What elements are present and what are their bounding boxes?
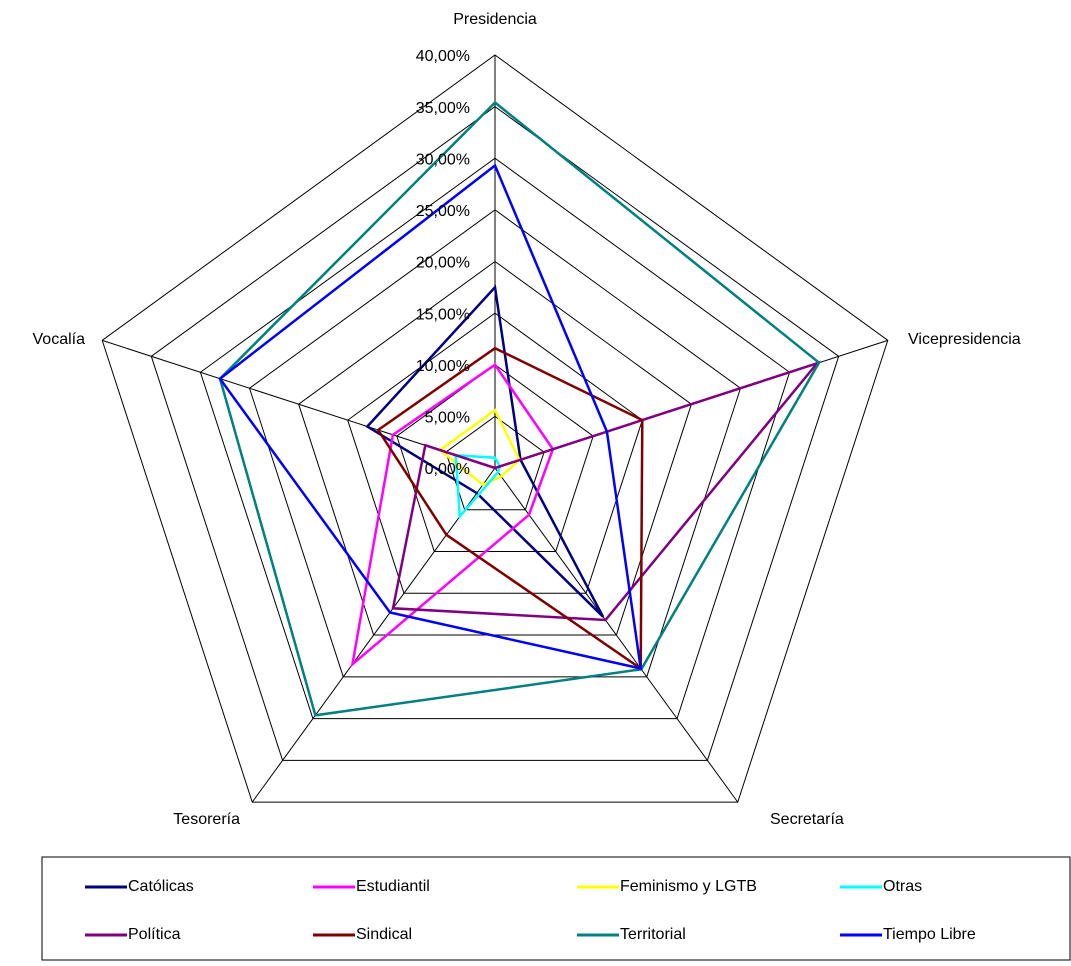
legend-label: Otras	[883, 878, 922, 895]
legend-label: Feminismo y LGTB	[620, 878, 757, 895]
axis-label: Vocalía	[33, 331, 86, 348]
legend-label: Católicas	[128, 878, 194, 895]
grid-ring	[150, 106, 840, 761]
axis-label: Tesorería	[173, 811, 240, 828]
tick-label: 35,00%	[416, 100, 470, 117]
tick-label: 5,00%	[425, 410, 470, 427]
series-line	[218, 163, 643, 671]
grid-ring	[396, 364, 594, 553]
legend-label: Política	[128, 926, 181, 943]
axis-spoke	[251, 467, 496, 803]
grid-ring	[199, 157, 791, 720]
series-line	[391, 360, 821, 622]
axis-label: Vicepresidencia	[908, 331, 1021, 348]
tick-label: 10,00%	[416, 358, 470, 375]
grid-ring	[101, 54, 889, 803]
legend-label: Estudiantil	[356, 878, 430, 895]
series-line	[365, 284, 605, 618]
series-line	[454, 453, 502, 520]
tick-label: 20,00%	[416, 255, 470, 272]
series-line	[350, 363, 555, 668]
tick-label: 40,00%	[416, 48, 470, 65]
grid-ring	[347, 312, 643, 594]
axis-label: Presidencia	[453, 11, 537, 28]
grid-ring	[248, 209, 742, 678]
tick-label: 30,00%	[416, 151, 470, 168]
legend-label: Tiempo Libre	[883, 926, 976, 943]
axis-spoke	[494, 467, 739, 803]
axis-label: Secretaría	[770, 811, 844, 828]
series-line	[218, 100, 821, 717]
series-line	[376, 346, 644, 671]
tick-label: 15,00%	[416, 306, 470, 323]
legend-label: Territorial	[620, 926, 686, 943]
legend-box	[41, 856, 1071, 961]
tick-label: 0,00%	[425, 461, 470, 478]
tick-label: 25,00%	[416, 203, 470, 220]
legend-label: Sindical	[356, 926, 412, 943]
